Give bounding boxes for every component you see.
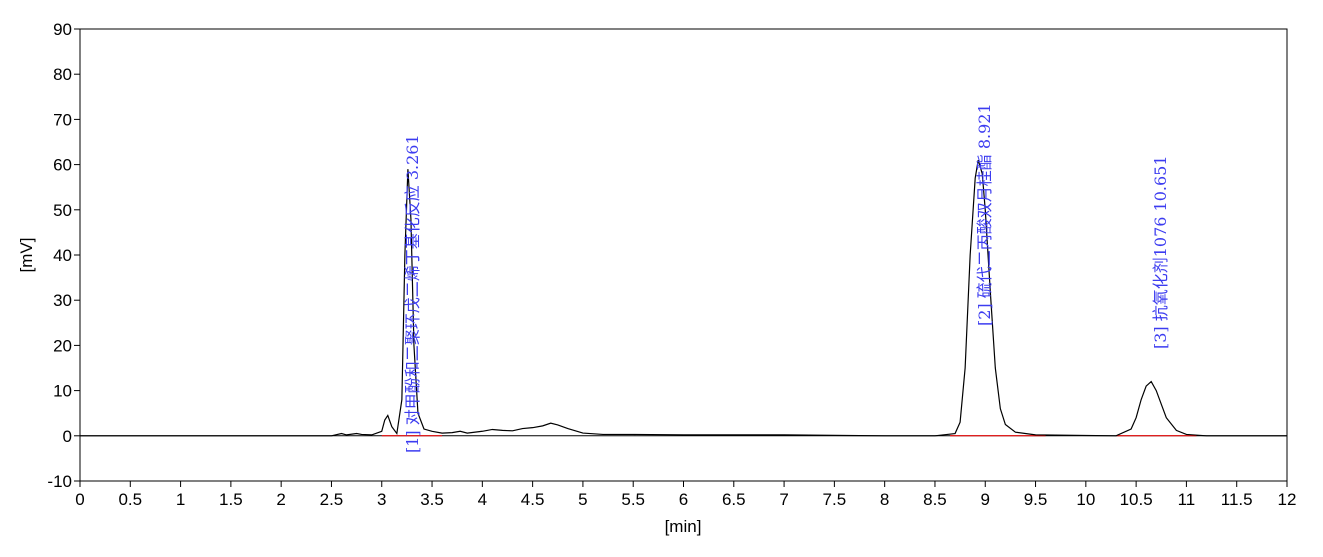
x-tick-label: 10	[1076, 490, 1095, 509]
y-tick-label: 30	[53, 291, 72, 310]
x-tick-label: 6	[679, 490, 688, 509]
y-tick-label: -10	[47, 472, 72, 491]
x-tick-label: 11.5	[1221, 490, 1253, 509]
x-tick-label: 4	[478, 490, 487, 509]
x-tick-label: 8	[880, 490, 889, 509]
x-tick-label: 6.5	[722, 490, 746, 509]
x-tick-label: 3.5	[420, 490, 444, 509]
x-tick-label: 9	[981, 490, 990, 509]
x-tick-label: 2	[276, 490, 285, 509]
y-tick-label: 90	[53, 20, 72, 39]
x-axis-label: [min]	[665, 517, 702, 536]
x-tick-label: 11	[1178, 490, 1196, 509]
y-tick-label: 40	[53, 246, 72, 265]
y-axis-label: [mV]	[17, 238, 36, 273]
x-tick-label: 7	[779, 490, 788, 509]
x-tick-label: 12	[1278, 490, 1297, 509]
x-tick-label: 7.5	[823, 490, 847, 509]
plot-frame	[79, 28, 1288, 482]
x-tick-label: 0.5	[118, 490, 142, 509]
peak-annotation: [1] 对甲酚和二聚环戊二烯丁基化反应 3.261	[403, 134, 422, 453]
x-tick-label: 5.5	[621, 490, 645, 509]
x-tick-label: 3	[377, 490, 386, 509]
x-tick-label: 10.5	[1120, 490, 1153, 509]
y-tick-label: 80	[53, 65, 72, 84]
peak-annotation: [2] 硫代二丙酸双月桂酯 8.921	[975, 103, 994, 326]
x-tick-label: 8.5	[923, 490, 947, 509]
x-tick-label: 2.5	[320, 490, 344, 509]
y-tick-label: 10	[53, 382, 72, 401]
y-tick-label: 0	[63, 427, 72, 446]
chromatogram-trace	[80, 159, 1287, 437]
x-tick-label: 9.5	[1024, 490, 1048, 509]
x-tick-label: 4.5	[521, 490, 545, 509]
y-tick-label: 60	[53, 156, 72, 175]
y-tick-label: 70	[53, 110, 72, 129]
x-tick-label: 1	[176, 490, 185, 509]
peak-annotation: [3] 抗氧化剂1076 10.651	[1151, 155, 1170, 349]
x-tick-label: 5	[578, 490, 587, 509]
x-tick-label: 1.5	[219, 490, 243, 509]
y-tick-label: 20	[53, 336, 72, 355]
y-tick-label: 50	[53, 201, 72, 220]
x-tick-label: 0	[75, 490, 84, 509]
